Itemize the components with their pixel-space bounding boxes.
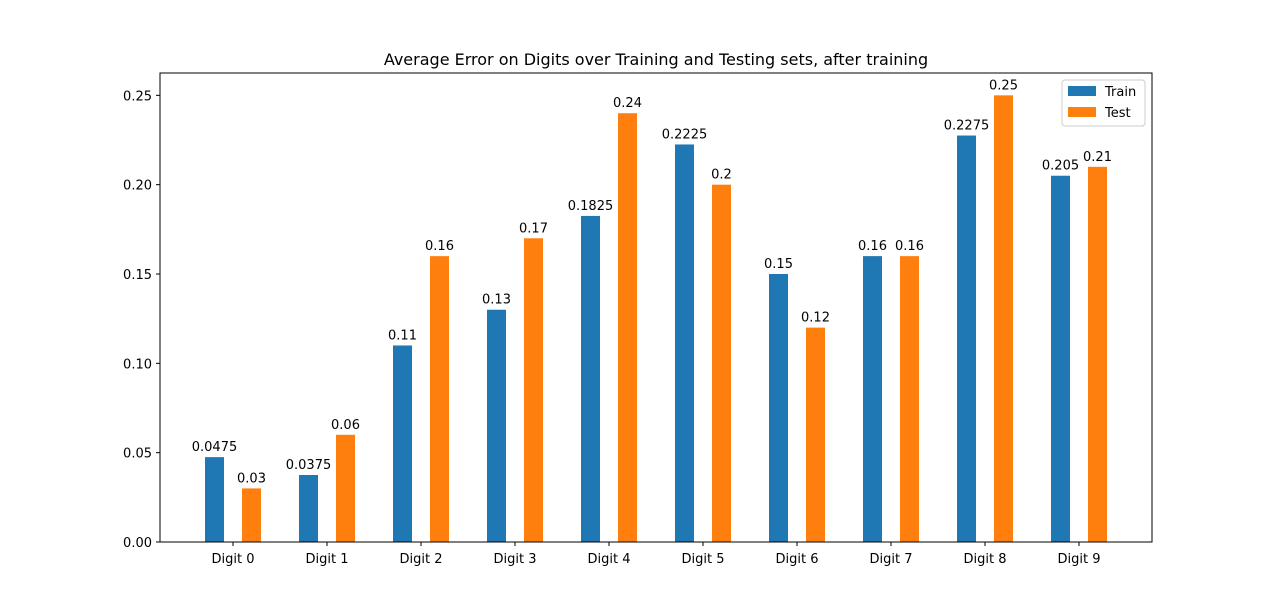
bar-label-train-1: 0.0375 [286,458,332,473]
x-tick-label-2: Digit 2 [400,552,443,567]
bar-label-train-0: 0.0475 [192,440,238,455]
y-tick-label-2: 0.10 [123,357,152,372]
bar-label-train-8: 0.2275 [944,119,990,134]
y-tick-label-4: 0.20 [123,179,152,194]
y-tick-label-0: 0.00 [123,536,152,551]
bar-train-5 [675,144,694,542]
legend-swatch-test [1068,107,1096,117]
y-axis: 0.00 0.05 0.10 0.15 0.20 0.25 [123,89,160,551]
bar-label-test-6: 0.12 [801,311,830,326]
x-tick-label-0: Digit 0 [212,552,255,567]
bar-test-7 [900,256,919,542]
bar-test-1 [336,434,355,542]
y-tick-label-5: 0.25 [123,89,152,104]
legend-label-test: Test [1104,106,1131,121]
x-tick-label-8: Digit 8 [964,552,1007,567]
plot-frame [159,72,1153,543]
bar-label-test-1: 0.06 [331,418,360,433]
x-tick-label-5: Digit 5 [682,552,725,567]
bar-train-7 [863,256,882,542]
bar-train-6 [769,274,788,542]
bar-label-test-7: 0.16 [895,239,924,254]
bar-train-4 [581,215,600,542]
y-tick-label-3: 0.15 [123,268,152,283]
bar-label-train-4: 0.1825 [568,199,614,214]
legend: Train Test [1061,79,1146,127]
bar-test-2 [430,256,449,542]
x-tick-label-4: Digit 4 [588,552,631,567]
bar-test-4 [618,113,637,542]
bar-train-9 [1051,175,1070,542]
bar-value-labels: 0.0475 0.0375 0.11 0.13 0.1825 0.2225 0.15 0.16… [192,78,1112,486]
bar-test-0 [242,488,261,542]
bar-test-6 [806,327,825,542]
bar-label-train-6: 0.15 [764,257,793,272]
bar-label-test-9: 0.21 [1083,150,1112,165]
bar-label-train-5: 0.2225 [662,127,708,142]
bar-test-8 [994,95,1013,542]
bars-group [205,95,1107,543]
bar-test-5 [712,184,731,542]
bar-train-1 [299,475,318,542]
bar-label-train-9: 0.205 [1042,159,1079,174]
bar-label-test-2: 0.16 [425,239,454,254]
x-tick-label-1: Digit 1 [306,552,349,567]
bar-label-test-4: 0.24 [613,96,642,111]
bar-label-train-3: 0.13 [482,293,511,308]
bar-label-test-0: 0.03 [237,471,266,486]
bar-train-8 [957,135,976,543]
bar-label-test-3: 0.17 [519,221,548,236]
bar-label-test-8: 0.25 [989,78,1018,93]
bar-test-3 [524,238,543,542]
chart-title: Average Error on Digits over Training an… [384,50,928,69]
x-tick-label-3: Digit 3 [494,552,537,567]
bar-label-train-2: 0.11 [388,328,417,343]
x-tick-label-6: Digit 6 [776,552,819,567]
bar-train-2 [393,345,412,542]
legend-swatch-train [1068,86,1096,96]
bar-label-train-7: 0.16 [858,239,887,254]
bar-test-9 [1088,166,1107,543]
x-tick-label-7: Digit 7 [870,552,913,567]
x-tick-label-9: Digit 9 [1058,552,1101,567]
bar-train-3 [487,309,506,542]
legend-label-train: Train [1104,85,1136,100]
x-axis: Digit 0 Digit 1 Digit 2 Digit 3 Digit 4 Digit… [212,542,1101,567]
y-tick-label-1: 0.05 [123,447,152,462]
bar-train-0 [205,457,224,542]
bar-label-test-5: 0.2 [711,168,732,183]
